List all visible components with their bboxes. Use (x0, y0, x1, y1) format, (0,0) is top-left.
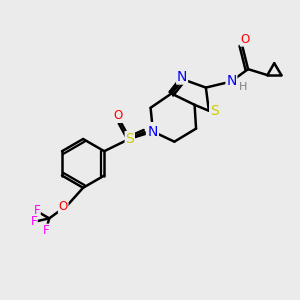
Text: F: F (31, 215, 37, 228)
Text: H: H (239, 82, 248, 92)
Text: F: F (43, 224, 50, 237)
Text: N: N (226, 74, 237, 88)
Text: O: O (241, 33, 250, 46)
Text: S: S (125, 132, 134, 146)
Text: S: S (210, 104, 219, 118)
Text: F: F (33, 203, 40, 217)
Text: O: O (113, 109, 122, 122)
Text: O: O (147, 123, 156, 136)
Text: O: O (58, 200, 68, 213)
Text: N: N (177, 70, 187, 84)
Text: N: N (148, 124, 158, 139)
